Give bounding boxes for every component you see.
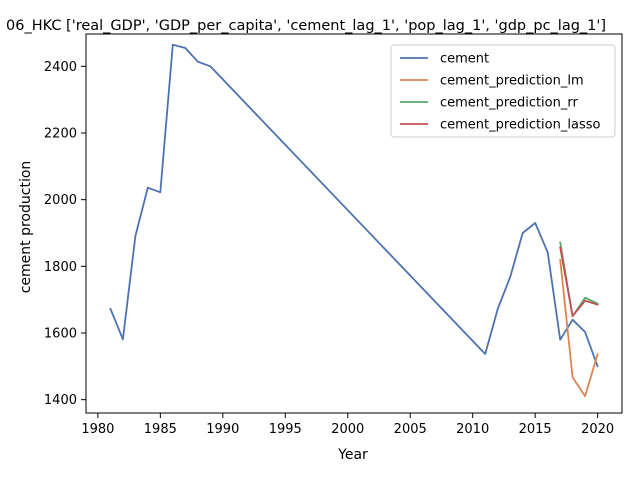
x-tick-label: 2010: [456, 422, 489, 437]
x-axis-label: Year: [337, 447, 368, 463]
legend-label-cement-prediction-lasso: cement_prediction_lasso: [440, 118, 600, 133]
y-tick-label: 1600: [44, 327, 77, 342]
series-line-cement-prediction-lm: [559, 258, 599, 398]
y-tick-label: 1400: [44, 393, 77, 408]
legend-label-cement: cement: [440, 52, 489, 67]
legend-label-cement-prediction-rr: cement_prediction_rr: [440, 96, 578, 111]
x-tick-label: 2020: [581, 422, 614, 437]
x-tick-label: 1985: [144, 422, 177, 437]
legend-box: [390, 44, 616, 138]
plot-frame: [85, 33, 623, 414]
series-line-cement: [109, 43, 599, 368]
y-tick-label: 2400: [44, 60, 77, 75]
y-tick-label: 2200: [44, 127, 77, 142]
x-tick-label: 2005: [394, 422, 427, 437]
x-tick-label: 1995: [269, 422, 302, 437]
y-tick-label: 1800: [44, 260, 77, 275]
y-tick-label: 2000: [44, 193, 77, 208]
legend-label-cement-prediction-lm: cement_prediction_lm: [440, 74, 584, 89]
x-tick-label: 1980: [81, 422, 114, 437]
chart-title: 06_HKC ['real_GDP', 'GDP_per_capita', 'c…: [6, 18, 606, 34]
x-tick-label: 2015: [519, 422, 552, 437]
y-axis: 1400 1600 1800 2000 2200 2400: [44, 60, 86, 408]
x-axis: 1980 1985 1990 1995 2000 2005 2010 2015 2020: [81, 413, 614, 437]
series-line-cement-prediction-lasso: [559, 246, 599, 317]
x-tick-label: 2000: [331, 422, 364, 437]
x-tick-label: 1990: [206, 422, 239, 437]
series-layer: [109, 43, 599, 398]
y-axis-label: cement production: [18, 161, 34, 294]
legend: cement cement_prediction_lm cement_predict…: [390, 44, 616, 138]
